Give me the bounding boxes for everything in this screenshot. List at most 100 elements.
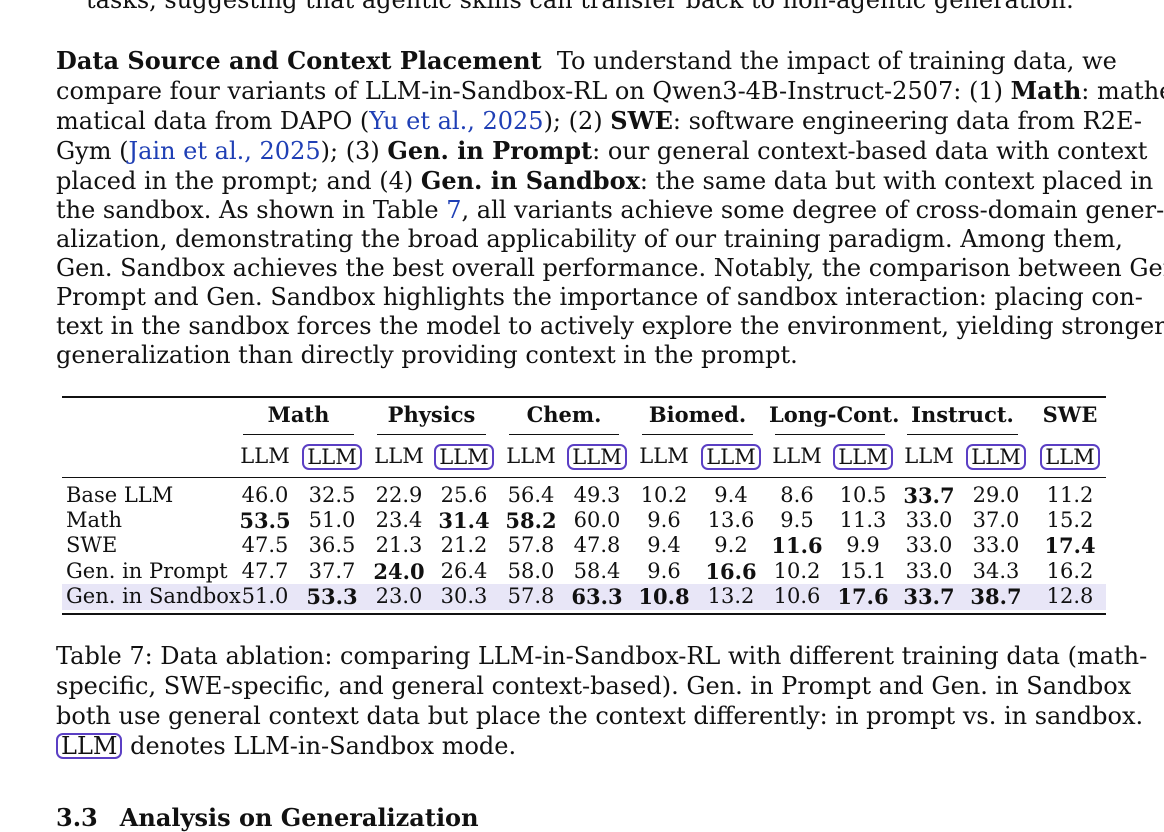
mode-header-sandbox: LLM bbox=[298, 444, 366, 470]
mode-header-plain: LLM bbox=[772, 444, 822, 468]
table-caption: Table 7: Data ablation: comparing LLM-in… bbox=[56, 641, 1148, 761]
column-group-instruct: Instruct. bbox=[911, 402, 1014, 427]
caption-line-3: both use general context data but place … bbox=[56, 702, 1144, 730]
mode-header-sandbox: LLM bbox=[1036, 444, 1104, 470]
table-cell: 38.7 bbox=[970, 584, 1022, 609]
table-cell: 16.6 bbox=[705, 559, 757, 584]
para-line-10: text in the sandbox forces the model to … bbox=[56, 312, 1164, 340]
table-cell: 26.4 bbox=[440, 559, 488, 583]
column-group-biomed: Biomed. bbox=[648, 402, 747, 427]
mode-header-plain: LLM bbox=[374, 444, 424, 468]
table-cell: 9.2 bbox=[714, 533, 748, 557]
table-cell: 37.7 bbox=[308, 559, 356, 583]
table-cell: 15.2 bbox=[1046, 508, 1094, 532]
table-cell: 33.0 bbox=[972, 533, 1020, 557]
table-cell: 31.4 bbox=[438, 508, 490, 533]
column-group-underline bbox=[377, 434, 486, 435]
row-label: SWE bbox=[66, 533, 118, 557]
table-cell: 16.2 bbox=[1046, 559, 1094, 583]
caption-line-2: specific, SWE-specific, and general cont… bbox=[56, 672, 1132, 700]
table-cell: 9.6 bbox=[647, 508, 681, 532]
table-cell: 11.3 bbox=[839, 508, 887, 532]
table-cell: 10.8 bbox=[638, 584, 690, 609]
table-cell: 58.4 bbox=[573, 559, 621, 583]
citation-link[interactable]: Jain et al., 2025 bbox=[128, 137, 321, 165]
table-cell: 57.8 bbox=[507, 584, 555, 608]
table-cell: 36.5 bbox=[308, 533, 356, 557]
table-cell: 23.0 bbox=[375, 584, 423, 608]
table-mid-rule bbox=[62, 477, 1106, 478]
table-cell: 21.2 bbox=[440, 533, 488, 557]
table-cell: 8.6 bbox=[780, 483, 814, 507]
table-cell: 17.6 bbox=[837, 584, 889, 609]
mode-header-plain: LLM bbox=[639, 444, 689, 468]
table-cell: 53.3 bbox=[306, 584, 358, 609]
para-line-6: the sandbox. As shown in Table 7, all va… bbox=[56, 196, 1164, 224]
table-cell: 12.8 bbox=[1046, 584, 1094, 608]
mode-header-plain: LLM bbox=[240, 444, 290, 468]
table-cell: 25.6 bbox=[440, 483, 488, 507]
table-cell: 63.3 bbox=[571, 584, 623, 609]
para-line-9: Prompt and Gen. Sandbox highlights the i… bbox=[56, 283, 1143, 311]
section-heading: 3.3 Analysis on Generalization bbox=[56, 803, 479, 832]
row-label: Math bbox=[66, 508, 122, 532]
table-cell: 23.4 bbox=[375, 508, 423, 532]
table-cell: 24.0 bbox=[373, 559, 425, 584]
table-cell: 10.2 bbox=[640, 483, 688, 507]
row-label: Base LLM bbox=[66, 483, 174, 507]
table-top-rule bbox=[62, 396, 1106, 398]
mode-header-sandbox: LLM bbox=[430, 444, 498, 470]
section-number: 3.3 bbox=[56, 803, 98, 832]
table-cell: 60.0 bbox=[573, 508, 621, 532]
table-cell: 58.0 bbox=[507, 559, 555, 583]
column-group-underline bbox=[642, 434, 753, 435]
column-group-underline bbox=[775, 434, 885, 435]
para-line-8: Gen. Sandbox achieves the best overall p… bbox=[56, 254, 1164, 282]
column-group-underline bbox=[907, 434, 1018, 435]
table-cell: 57.8 bbox=[507, 533, 555, 557]
table-cell: 29.0 bbox=[972, 483, 1020, 507]
table-cell: 33.0 bbox=[905, 533, 953, 557]
paragraph-heading: Data Source and Context Placement bbox=[56, 46, 542, 75]
table-cell: 32.5 bbox=[308, 483, 356, 507]
table-cell: 9.9 bbox=[846, 533, 880, 557]
mode-header-plain: LLM bbox=[904, 444, 954, 468]
column-group-chem: Chem. bbox=[526, 402, 602, 427]
table-reference-link[interactable]: 7 bbox=[446, 196, 462, 224]
column-group-physics: Physics bbox=[387, 402, 476, 427]
column-group-math: Math bbox=[267, 402, 330, 427]
paragraph-data-source: Data Source and Context Placement To und… bbox=[56, 46, 1164, 370]
mode-header-plain: LLM bbox=[506, 444, 556, 468]
mode-header-sandbox: LLM bbox=[962, 444, 1030, 470]
table-cell: 9.4 bbox=[647, 533, 681, 557]
para-line-4: Gym (Jain et al., 2025); (3) Gen. in Pro… bbox=[56, 136, 1148, 165]
table-cell: 9.5 bbox=[780, 508, 814, 532]
table-cell: 15.1 bbox=[839, 559, 887, 583]
table-cell: 58.2 bbox=[505, 508, 557, 533]
section-title: Analysis on Generalization bbox=[119, 803, 479, 832]
table-cell: 11.6 bbox=[771, 533, 823, 558]
table-cell: 53.5 bbox=[239, 508, 291, 533]
table-cell: 9.6 bbox=[647, 559, 681, 583]
row-label: Gen. in Prompt bbox=[66, 559, 228, 583]
para-line-1: Data Source and Context Placement To und… bbox=[56, 46, 1117, 75]
table-cell: 13.2 bbox=[707, 584, 755, 608]
table-cell: 33.7 bbox=[903, 483, 955, 508]
table-cell: 33.0 bbox=[905, 508, 953, 532]
para-line-3: matical data from DAPO (Yu et al., 2025)… bbox=[56, 106, 1143, 135]
para-line-11: generalization than directly providing c… bbox=[56, 341, 798, 369]
table-cell: 17.4 bbox=[1044, 533, 1096, 558]
column-group-underline bbox=[509, 434, 619, 435]
table-cell: 10.2 bbox=[773, 559, 821, 583]
table-cell: 47.7 bbox=[241, 559, 289, 583]
table-cell: 21.3 bbox=[375, 533, 423, 557]
caption-line-1: Table 7: Data ablation: comparing LLM-in… bbox=[56, 642, 1148, 670]
mode-header-sandbox: LLM bbox=[563, 444, 631, 470]
table-cell: 9.4 bbox=[714, 483, 748, 507]
table-cell: 56.4 bbox=[507, 483, 555, 507]
citation-link[interactable]: Yu et al., 2025 bbox=[369, 107, 544, 135]
previous-paragraph-tail: tasks, suggesting that agentic skills ca… bbox=[86, 0, 1074, 14]
llm-sandbox-mode-badge: LLM bbox=[56, 733, 123, 759]
table-cell: 46.0 bbox=[241, 483, 289, 507]
highlight-row-bg bbox=[62, 584, 1106, 610]
